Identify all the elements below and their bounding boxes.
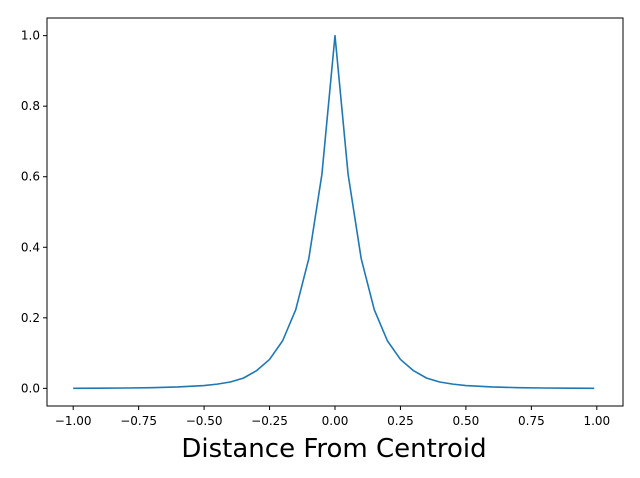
x-tick-label: −1.00 bbox=[55, 414, 92, 428]
y-tick-label: 0.4 bbox=[21, 240, 40, 254]
series-layer bbox=[73, 34, 595, 390]
x-tick-label: 0.75 bbox=[518, 414, 545, 428]
x-axis: −1.00 −0.75 −0.50 −0.25 0.00 0.25 0.50 0.75 1.00 bbox=[55, 406, 610, 428]
y-tick-label: 0.0 bbox=[21, 381, 40, 395]
series-line-0 bbox=[73, 34, 595, 390]
x-tick-label: −0.75 bbox=[120, 414, 157, 428]
x-tick-label: −0.25 bbox=[251, 414, 288, 428]
x-tick-label: 0.00 bbox=[322, 414, 349, 428]
y-axis: 0.0 0.2 0.4 0.6 0.8 1.0 bbox=[21, 29, 47, 395]
y-tick-label: 0.2 bbox=[21, 311, 40, 325]
x-tick-label: 0.50 bbox=[453, 414, 480, 428]
x-tick-label: −0.50 bbox=[186, 414, 223, 428]
y-tick-label: 0.6 bbox=[21, 170, 40, 184]
y-tick-label: 1.0 bbox=[21, 29, 40, 43]
x-axis-label: Distance From Centroid bbox=[181, 434, 486, 464]
y-tick-label: 0.8 bbox=[21, 99, 40, 113]
x-tick-label: 1.00 bbox=[583, 414, 610, 428]
x-tick-label: 0.25 bbox=[387, 414, 414, 428]
